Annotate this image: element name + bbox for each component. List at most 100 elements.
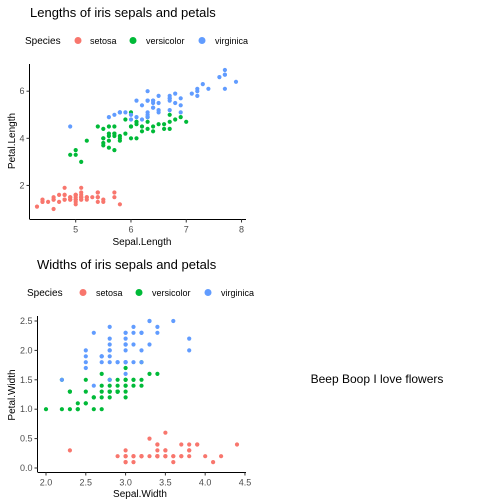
data-point-versicolor	[100, 395, 104, 399]
data-point-versicolor	[124, 395, 128, 399]
data-point-versicolor	[162, 127, 166, 131]
data-point-virginica	[151, 106, 155, 110]
data-point-versicolor	[129, 124, 133, 128]
data-point-virginica	[171, 319, 175, 323]
data-point-versicolor	[131, 378, 135, 382]
y-tick-label: 2.0	[20, 345, 33, 355]
data-point-setosa	[63, 198, 67, 202]
data-point-versicolor	[108, 390, 112, 394]
data-point-setosa	[147, 454, 151, 458]
data-point-virginica	[187, 348, 191, 352]
data-point-setosa	[179, 454, 183, 458]
data-point-setosa	[118, 202, 122, 206]
data-point-versicolor	[129, 136, 133, 140]
data-point-versicolor	[168, 127, 172, 131]
data-point-virginica	[108, 348, 112, 352]
data-point-virginica	[60, 378, 64, 382]
data-point-setosa	[85, 195, 89, 199]
y-tick-label: 1.5	[20, 375, 33, 385]
data-point-versicolor	[100, 390, 104, 394]
data-point-setosa	[147, 437, 151, 441]
data-point-setosa	[52, 198, 56, 202]
data-point-virginica	[140, 103, 144, 107]
data-point-virginica	[124, 337, 128, 341]
data-point-setosa	[112, 190, 116, 194]
data-point-versicolor	[168, 120, 172, 124]
x-tick-label: 4.5	[239, 478, 252, 488]
legend-label-virginica: virginica	[215, 36, 248, 46]
y-axis-title: Petal.Width	[7, 369, 18, 420]
data-point-versicolor	[151, 124, 155, 128]
data-point-setosa	[57, 193, 61, 197]
data-point-setosa	[155, 442, 159, 446]
data-point-setosa	[163, 448, 167, 452]
data-point-virginica	[124, 342, 128, 346]
data-point-versicolor	[116, 384, 120, 388]
data-point-setosa	[124, 448, 128, 452]
data-point-virginica	[100, 360, 104, 364]
data-point-virginica	[179, 103, 183, 107]
data-point-versicolor	[140, 129, 144, 133]
data-point-versicolor	[162, 122, 166, 126]
x-tick-label: 7	[184, 225, 189, 235]
data-point-virginica	[179, 96, 183, 100]
data-point-versicolor	[100, 407, 104, 411]
legend-title: Species	[25, 36, 61, 47]
data-point-versicolor	[84, 401, 88, 405]
data-point-setosa	[101, 200, 105, 204]
y-tick-label: 4	[19, 133, 24, 143]
data-point-setosa	[179, 442, 183, 446]
data-point-versicolor	[108, 384, 112, 388]
data-point-virginica	[139, 348, 143, 352]
data-point-setosa	[68, 448, 72, 452]
data-point-versicolor	[101, 127, 105, 131]
data-point-virginica	[84, 366, 88, 370]
data-point-versicolor	[68, 407, 72, 411]
data-point-setosa	[171, 454, 175, 458]
data-point-setosa	[112, 195, 116, 199]
data-point-versicolor	[74, 153, 78, 157]
data-point-virginica	[108, 378, 112, 382]
data-point-setosa	[96, 200, 100, 204]
data-point-versicolor	[134, 136, 138, 140]
data-point-versicolor	[146, 127, 150, 131]
data-point-versicolor	[147, 372, 151, 376]
annotation-text: Beep Boop I love flowers	[311, 372, 444, 386]
legend-key-setosa	[80, 289, 87, 296]
data-point-versicolor	[44, 407, 48, 411]
data-point-virginica	[190, 92, 194, 96]
data-point-versicolor	[116, 378, 120, 382]
data-point-setosa	[124, 454, 128, 458]
data-point-virginica	[173, 92, 177, 96]
data-point-versicolor	[84, 390, 88, 394]
chart-widths: Widths of iris sepals and petals Species…	[7, 257, 254, 500]
x-tick-label: 2.0	[40, 478, 53, 488]
data-point-versicolor	[179, 115, 183, 119]
data-point-versicolor	[76, 407, 80, 411]
data-point-virginica	[123, 110, 127, 114]
chart-title: Widths of iris sepals and petals	[37, 257, 217, 272]
data-point-virginica	[124, 372, 128, 376]
data-point-virginica	[157, 101, 161, 105]
data-point-virginica	[131, 360, 135, 364]
data-point-versicolor	[184, 120, 188, 124]
data-point-versicolor	[124, 366, 128, 370]
data-point-versicolor	[60, 407, 64, 411]
x-tick-label: 3.0	[119, 478, 132, 488]
data-point-versicolor	[76, 401, 80, 405]
legend-key-setosa	[75, 37, 82, 44]
data-point-setosa	[219, 454, 223, 458]
data-point-setosa	[90, 195, 94, 199]
data-point-virginica	[195, 94, 199, 98]
data-point-versicolor	[155, 372, 159, 376]
data-point-versicolor	[100, 384, 104, 388]
data-point-setosa	[68, 198, 72, 202]
y-tick-label: 0.5	[20, 434, 33, 444]
legend-title: Species	[27, 288, 63, 299]
data-point-versicolor	[107, 146, 111, 150]
data-point-versicolor	[85, 139, 89, 143]
data-point-setosa	[187, 442, 191, 446]
data-point-setosa	[96, 195, 100, 199]
data-point-virginica	[129, 117, 133, 121]
y-tick-label: 0.0	[20, 463, 33, 473]
